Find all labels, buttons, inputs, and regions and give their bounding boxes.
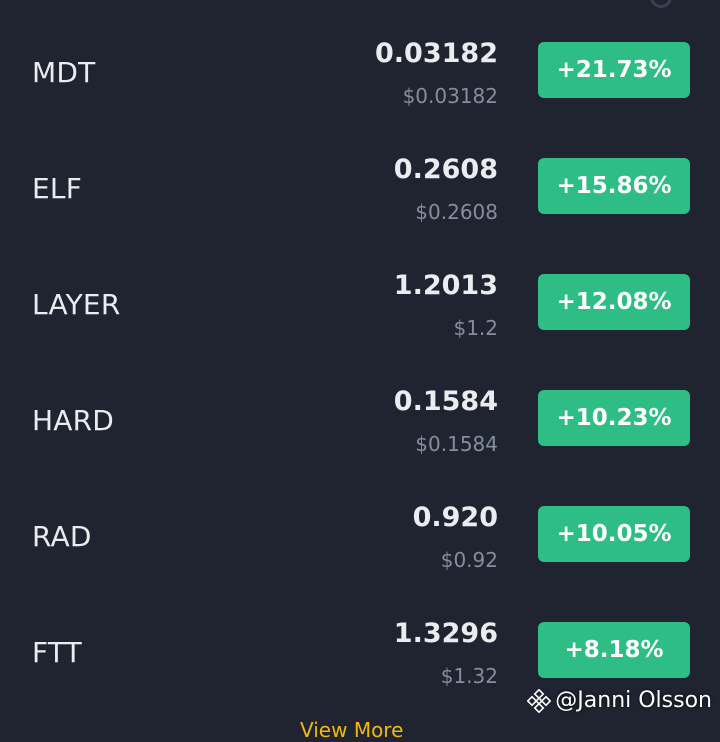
market-usd-price: $0.1584: [415, 432, 498, 456]
market-price: 0.2608: [393, 154, 498, 185]
market-usd-price: $1.32: [440, 664, 498, 688]
market-symbol: LAYER: [32, 288, 121, 321]
settings-icon[interactable]: [650, 0, 672, 8]
market-symbol: FTT: [32, 636, 82, 669]
change-badge[interactable]: +21.73%: [538, 42, 690, 98]
watermark: @Janni Olsson: [527, 688, 712, 713]
change-badge[interactable]: +15.86%: [538, 158, 690, 214]
market-usd-price: $0.03182: [402, 84, 498, 108]
change-badge[interactable]: +10.23%: [538, 390, 690, 446]
change-badge[interactable]: +12.08%: [538, 274, 690, 330]
market-price: 0.1584: [393, 386, 498, 417]
watermark-text: @Janni Olsson: [555, 688, 712, 713]
market-row-rad[interactable]: RAD 0.920 $0.92 +10.05%: [0, 476, 720, 592]
market-symbol: ELF: [32, 172, 82, 205]
market-usd-price: $0.2608: [415, 200, 498, 224]
market-row-ftt[interactable]: FTT 1.3296 $1.32 +8.18%: [0, 592, 720, 708]
market-price: 0.920: [412, 502, 498, 533]
change-badge[interactable]: +10.05%: [538, 506, 690, 562]
market-usd-price: $1.2: [453, 316, 498, 340]
market-price: 1.3296: [393, 618, 498, 649]
market-row-elf[interactable]: ELF 0.2608 $0.2608 +15.86%: [0, 128, 720, 244]
change-badge[interactable]: +8.18%: [538, 622, 690, 678]
binance-logo-icon: [527, 688, 552, 713]
market-row-hard[interactable]: HARD 0.1584 $0.1584 +10.23%: [0, 360, 720, 476]
market-row-mdt[interactable]: MDT 0.03182 $0.03182 +21.73%: [0, 12, 720, 128]
market-symbol: MDT: [32, 56, 96, 89]
view-more-link[interactable]: View More: [300, 718, 404, 742]
market-price: 0.03182: [375, 38, 498, 69]
market-row-layer[interactable]: LAYER 1.2013 $1.2 +12.08%: [0, 244, 720, 360]
market-price: 1.2013: [393, 270, 498, 301]
market-symbol: RAD: [32, 520, 92, 553]
market-symbol: HARD: [32, 404, 115, 437]
market-usd-price: $0.92: [440, 548, 498, 572]
